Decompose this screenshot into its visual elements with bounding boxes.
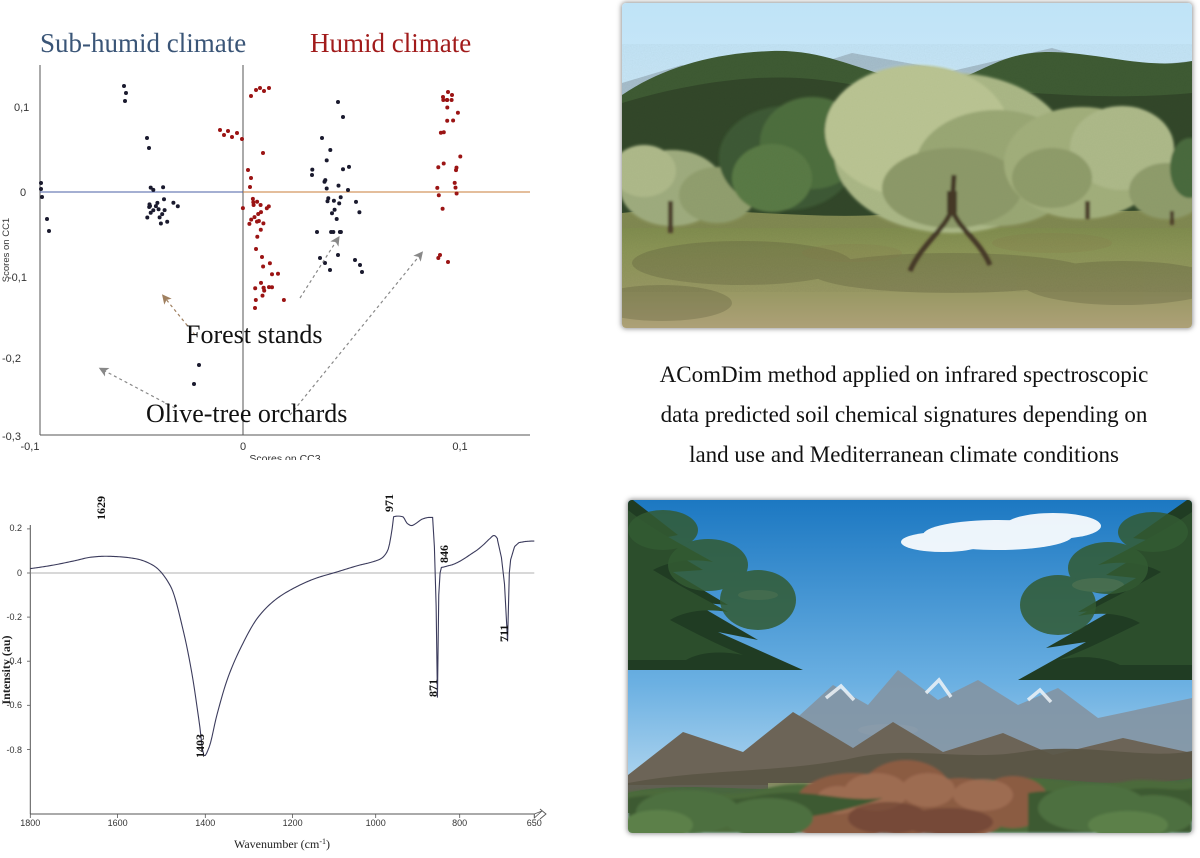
svg-text:1600: 1600 [108,818,128,828]
svg-text:0,1: 0,1 [452,441,467,453]
svg-text:800: 800 [452,818,467,828]
svg-text:Scores on CC1: Scores on CC1 [1,218,12,282]
svg-text:-0.2: -0.2 [6,612,22,622]
svg-text:Intensity (au): Intensity (au) [0,635,13,704]
svg-text:-0,1: -0,1 [21,441,40,453]
svg-text:Humid climate: Humid climate [310,28,471,58]
svg-text:1403: 1403 [193,734,207,758]
svg-text:1629: 1629 [94,496,108,520]
svg-text:Sub-humid climate: Sub-humid climate [40,28,246,58]
svg-text:871: 871 [426,679,440,697]
svg-text:-0.8: -0.8 [6,745,22,755]
svg-text:1400: 1400 [195,818,215,828]
svg-text:1200: 1200 [283,818,303,828]
svg-text:650: 650 [527,818,542,828]
svg-text:-0,2: -0,2 [2,353,21,365]
svg-text:846: 846 [437,545,451,563]
svg-text:Wavenumber (cm-1): Wavenumber (cm-1) [234,837,330,852]
svg-text:-0,3: -0,3 [2,431,21,443]
svg-text:0,1: 0,1 [14,102,29,114]
svg-text:1800: 1800 [20,818,40,828]
svg-text:0: 0 [240,441,246,453]
svg-text:0: 0 [17,568,22,578]
svg-text:Olive-tree orchards: Olive-tree orchards [146,399,347,428]
svg-text:711: 711 [497,625,511,642]
svg-text:0.2: 0.2 [9,523,22,533]
svg-text:971: 971 [382,494,396,512]
svg-text:Scores on CC3: Scores on CC3 [249,453,320,460]
svg-text:1000: 1000 [366,818,386,828]
svg-text:Forest stands: Forest stands [186,320,323,349]
svg-text:0: 0 [20,187,26,199]
